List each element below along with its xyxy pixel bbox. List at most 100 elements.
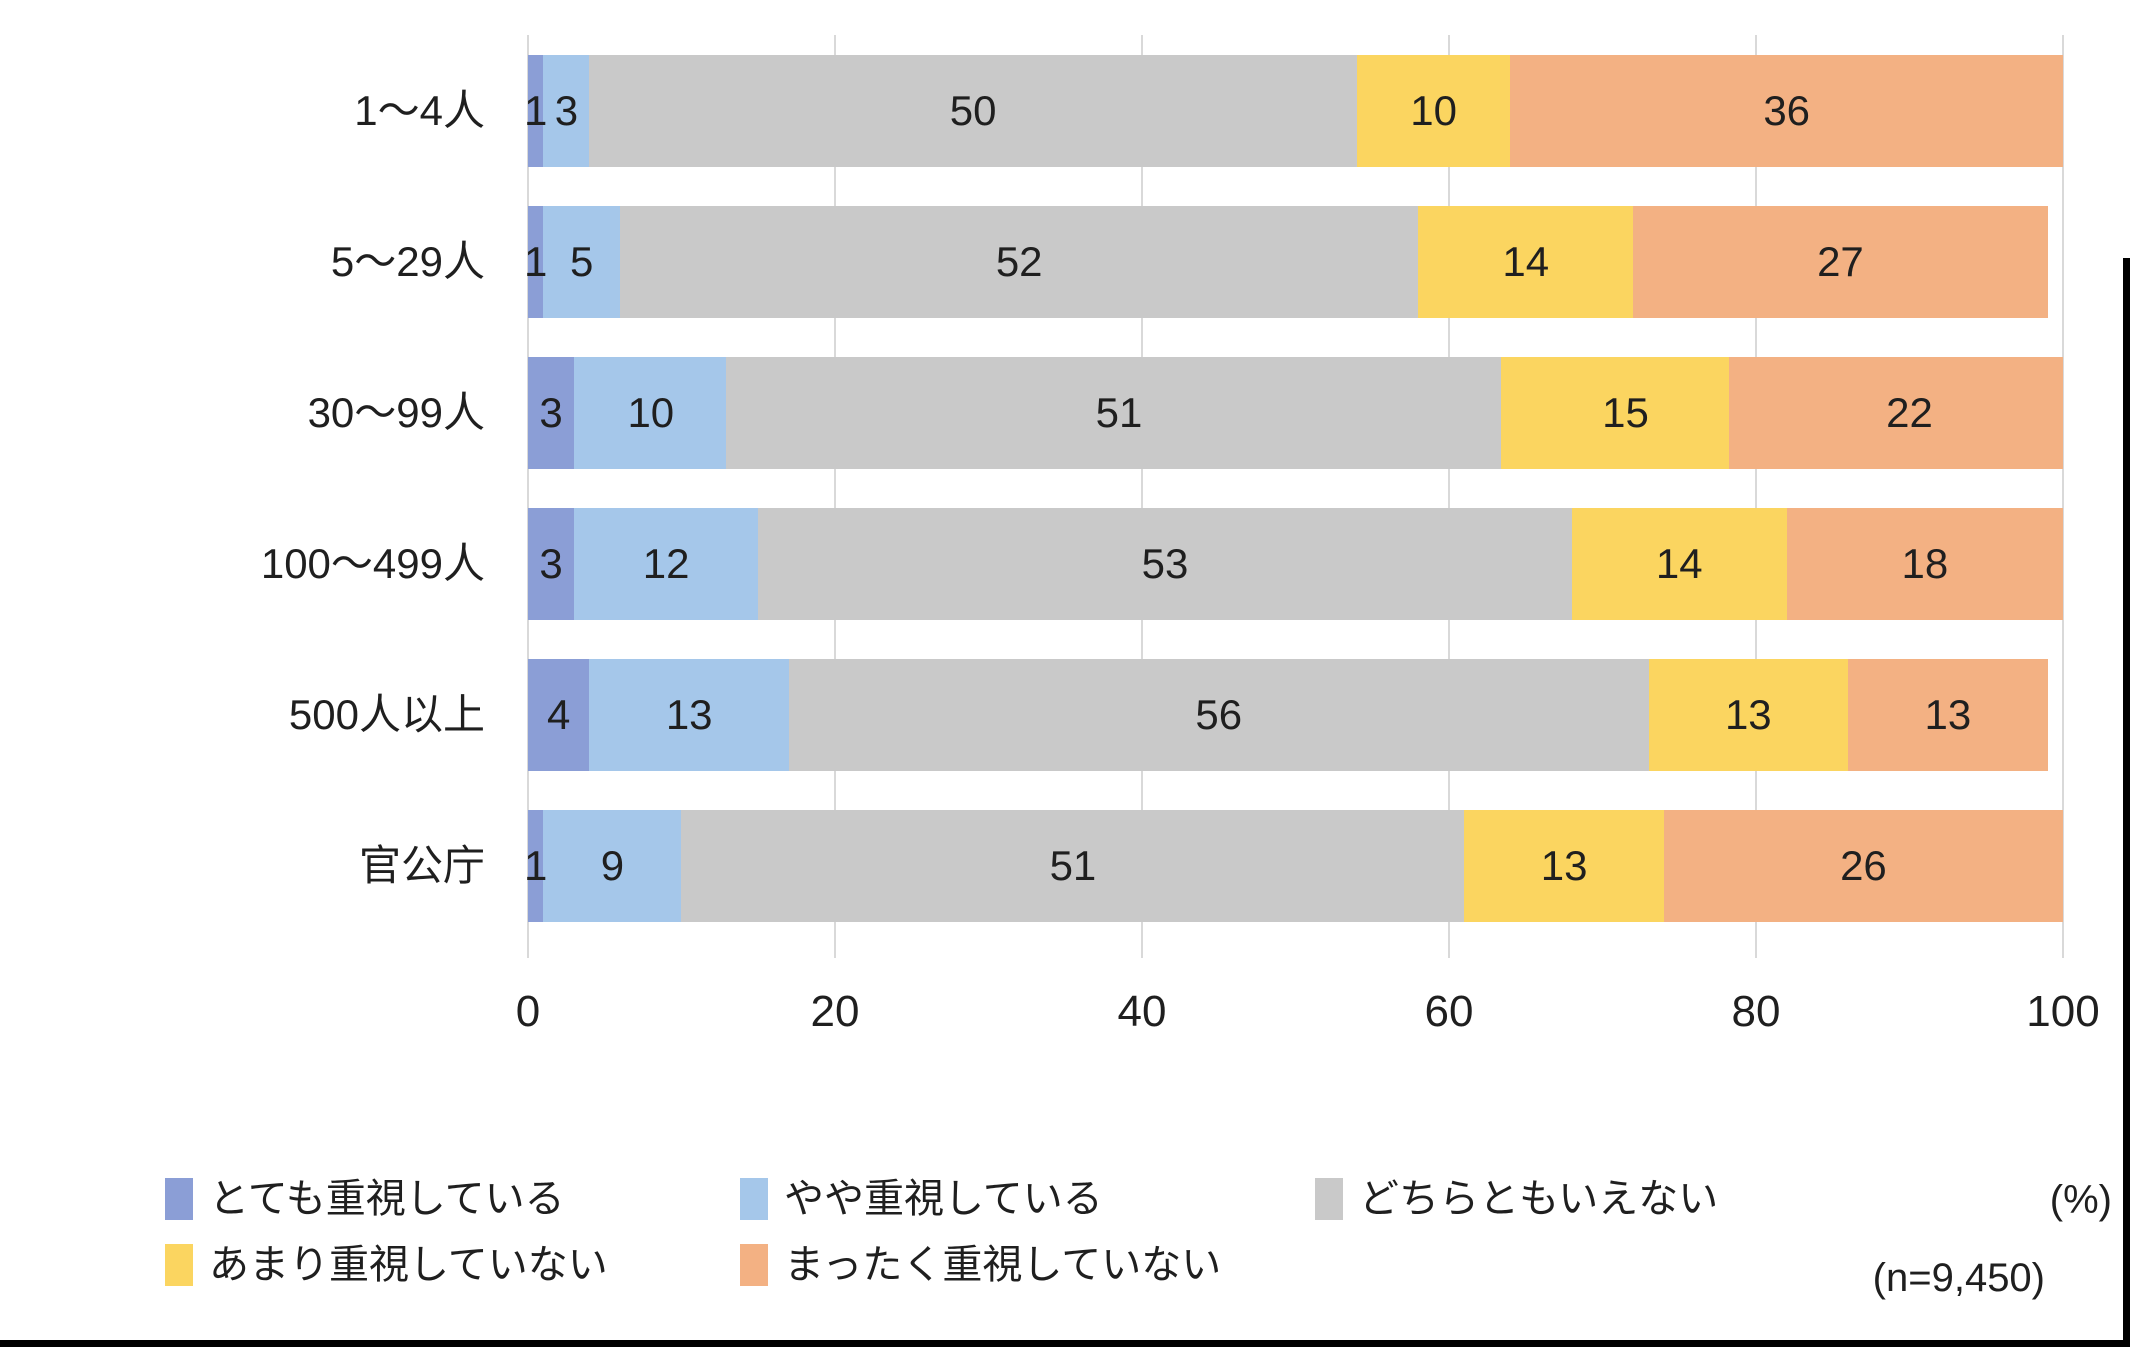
bar-value-label: 15 bbox=[1602, 388, 1649, 436]
category-label: 100〜499人 bbox=[260, 540, 485, 588]
axis-tick bbox=[527, 942, 529, 958]
bar-segment bbox=[543, 810, 682, 923]
gridline bbox=[1141, 35, 1143, 942]
bar-segment bbox=[1848, 659, 2048, 772]
bar-segment bbox=[620, 205, 1419, 318]
bar-segment bbox=[1786, 508, 2063, 621]
bar-segment bbox=[589, 659, 789, 772]
category-label: 官公庁 bbox=[358, 842, 485, 890]
bar-segment bbox=[528, 205, 544, 318]
bar-value-label: 36 bbox=[1763, 86, 1811, 134]
legend-item: どちらともいえない bbox=[1315, 1178, 1718, 1220]
legend-swatch bbox=[165, 1178, 193, 1220]
legend-item: とても重視している bbox=[165, 1178, 565, 1220]
x-axis-tick-label: 20 bbox=[810, 987, 860, 1036]
legend-label: まったく重視していない bbox=[784, 1243, 1222, 1287]
bar-value-label: 14 bbox=[1655, 540, 1703, 588]
bar-value-label: 10 bbox=[1410, 86, 1457, 134]
bar-row bbox=[528, 54, 2063, 167]
legend-label: どちらともいえない bbox=[1359, 1177, 1719, 1221]
bar-segment bbox=[1464, 810, 1664, 923]
bar-value-label: 9 bbox=[600, 842, 625, 890]
legend-label: あまり重視していない bbox=[209, 1243, 608, 1287]
bar-row bbox=[528, 205, 2063, 318]
legend-item: あまり重視していない bbox=[165, 1244, 608, 1286]
bar-value-label: 50 bbox=[949, 86, 997, 134]
category-label: 5〜29人 bbox=[330, 237, 485, 285]
bar-segment bbox=[1500, 356, 1729, 469]
bar-value-label: 13 bbox=[1924, 691, 1972, 739]
unit-label: (%) bbox=[2049, 1178, 2112, 1222]
bar-segment bbox=[1648, 659, 1849, 772]
bar-segment bbox=[1633, 205, 2048, 318]
bar-row bbox=[528, 508, 2063, 621]
category-label: 30〜99人 bbox=[307, 388, 485, 436]
x-axis-tick-label: 40 bbox=[1117, 987, 1167, 1036]
bar-value-label: 1 bbox=[523, 86, 548, 134]
bar-segment bbox=[1418, 205, 1634, 318]
bar-value-label: 3 bbox=[554, 86, 579, 134]
bar-value-label: 1 bbox=[523, 842, 548, 890]
axis-tick bbox=[1755, 942, 1757, 958]
axis-tick bbox=[834, 942, 836, 958]
legend-label: やや重視している bbox=[784, 1177, 1103, 1221]
legend-swatch bbox=[1315, 1178, 1343, 1220]
category-label: 500人以上 bbox=[288, 691, 485, 739]
category-label: 1〜4人 bbox=[354, 86, 485, 134]
bar-value-label: 56 bbox=[1195, 691, 1243, 739]
bar-segment bbox=[574, 508, 759, 621]
sample-size-label: (n=9,450) bbox=[1872, 1256, 2045, 1300]
x-axis-tick-label: 0 bbox=[515, 987, 541, 1036]
bar-value-label: 18 bbox=[1901, 540, 1949, 588]
bar-segment bbox=[1728, 356, 2063, 469]
axis-tick bbox=[1448, 942, 1450, 958]
bar-segment bbox=[543, 205, 621, 318]
gridline bbox=[2062, 35, 2064, 942]
bar-value-label: 4 bbox=[547, 691, 571, 739]
bar-segment bbox=[1510, 54, 2063, 167]
bar-value-label: 12 bbox=[642, 540, 690, 588]
gridline bbox=[1755, 35, 1757, 942]
page-right-border bbox=[2123, 258, 2130, 1347]
bar-row bbox=[528, 659, 2063, 772]
legend-item: まったく重視していない bbox=[740, 1244, 1221, 1286]
bar-row bbox=[528, 356, 2063, 469]
legend-swatch bbox=[740, 1244, 768, 1286]
bar-segment bbox=[1663, 810, 2063, 923]
x-axis-tick-label: 100 bbox=[2026, 987, 2100, 1036]
bar-segment bbox=[528, 356, 574, 469]
bar-value-label: 10 bbox=[627, 388, 675, 436]
gridline bbox=[834, 35, 836, 942]
bar-value-label: 13 bbox=[1724, 691, 1772, 739]
bar-value-label: 51 bbox=[1049, 842, 1097, 890]
bar-value-label: 1 bbox=[523, 237, 548, 285]
bar-value-label: 52 bbox=[995, 237, 1043, 285]
bar-segment bbox=[758, 508, 1572, 621]
bar-segment bbox=[589, 54, 1357, 167]
bar-value-label: 53 bbox=[1141, 540, 1189, 588]
axis-tick bbox=[2062, 942, 2064, 958]
legend-item: やや重視している bbox=[740, 1178, 1103, 1220]
bar-value-label: 13 bbox=[1540, 842, 1588, 890]
bar-segment bbox=[528, 659, 590, 772]
bar-value-label: 13 bbox=[665, 691, 713, 739]
bar-segment bbox=[528, 54, 544, 167]
bar-segment bbox=[725, 356, 1501, 469]
bar-value-label: 51 bbox=[1095, 388, 1143, 436]
bar-value-label: 14 bbox=[1502, 237, 1550, 285]
bar-segment bbox=[573, 356, 726, 469]
x-axis-tick-label: 60 bbox=[1424, 987, 1474, 1036]
bar-value-label: 27 bbox=[1817, 237, 1864, 285]
legend-label: とても重視している bbox=[209, 1177, 565, 1221]
legend-swatch bbox=[740, 1178, 768, 1220]
gridline bbox=[1448, 35, 1450, 942]
bar-value-label: 5 bbox=[570, 237, 594, 285]
bar-value-label: 22 bbox=[1886, 388, 1933, 436]
bar-segment bbox=[543, 54, 590, 167]
page-bottom-border bbox=[0, 1340, 2130, 1347]
bar-value-label: 26 bbox=[1840, 842, 1887, 890]
axis-tick bbox=[1141, 942, 1143, 958]
bar-row bbox=[528, 810, 2063, 923]
legend-swatch bbox=[165, 1244, 193, 1286]
